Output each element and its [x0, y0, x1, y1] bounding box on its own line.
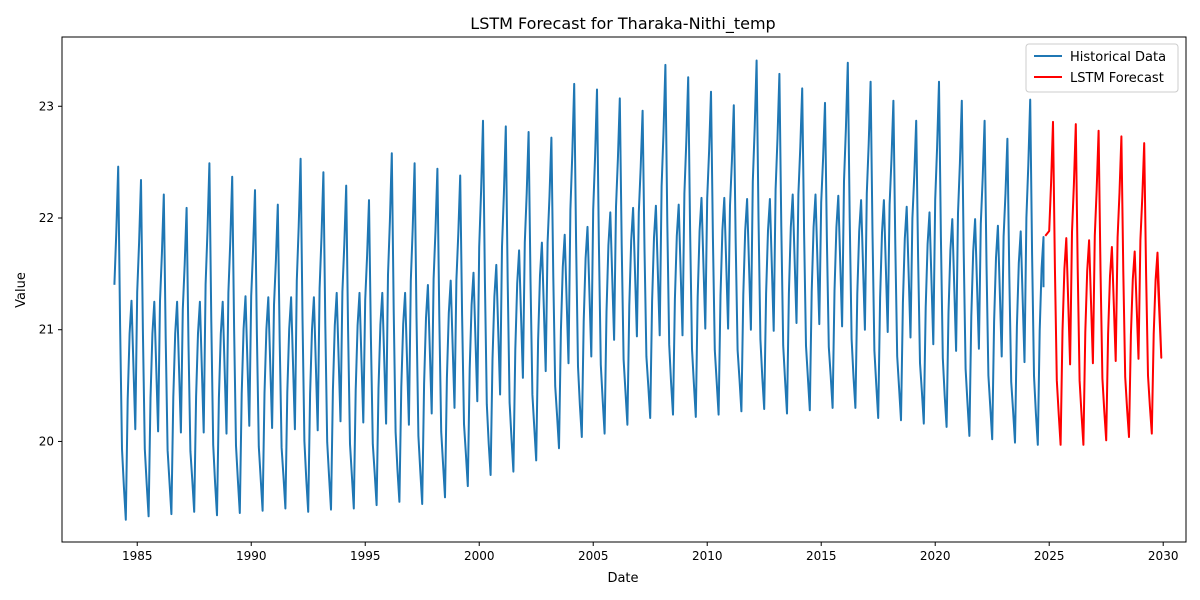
legend-box [1025, 43, 1179, 93]
y-tick-label-23: 23 [39, 99, 54, 113]
x-tick-label-2030: 2030 [1148, 549, 1179, 563]
lstm-forecast-line [1044, 120, 1163, 446]
y-axis-label: Value [14, 272, 29, 308]
y-tick-label-22: 22 [39, 211, 54, 225]
legend: Historical Data LSTM Forecast [1025, 43, 1179, 93]
series-layer [113, 59, 1163, 521]
x-tick-label-1990: 1990 [236, 549, 267, 563]
x-tick-label-1985: 1985 [122, 549, 153, 563]
historical-data-line [113, 59, 1045, 521]
legend-forecast-label: LSTM Forecast [1070, 71, 1164, 86]
x-tick-label-2015: 2015 [806, 549, 837, 563]
plot-frame [61, 36, 1187, 543]
chart-title: LSTM Forecast for Tharaka-Nithi_temp [470, 14, 775, 34]
x-tick-label-1995: 1995 [350, 549, 381, 563]
y-axis: 20 21 22 23 [39, 99, 62, 448]
legend-historical-label: Historical Data [1070, 50, 1166, 65]
x-tick-label-2005: 2005 [578, 549, 609, 563]
x-tick-label-2010: 2010 [692, 549, 723, 563]
x-tick-label-2000: 2000 [464, 549, 495, 563]
y-tick-label-20: 20 [39, 434, 54, 448]
x-axis-label: Date [607, 571, 638, 586]
x-tick-label-2020: 2020 [920, 549, 951, 563]
y-tick-label-21: 21 [39, 323, 54, 337]
x-axis: 1985 1990 1995 2000 2005 2010 2015 2020 2025 2030 [122, 542, 1179, 563]
x-tick-label-2025: 2025 [1034, 549, 1065, 563]
